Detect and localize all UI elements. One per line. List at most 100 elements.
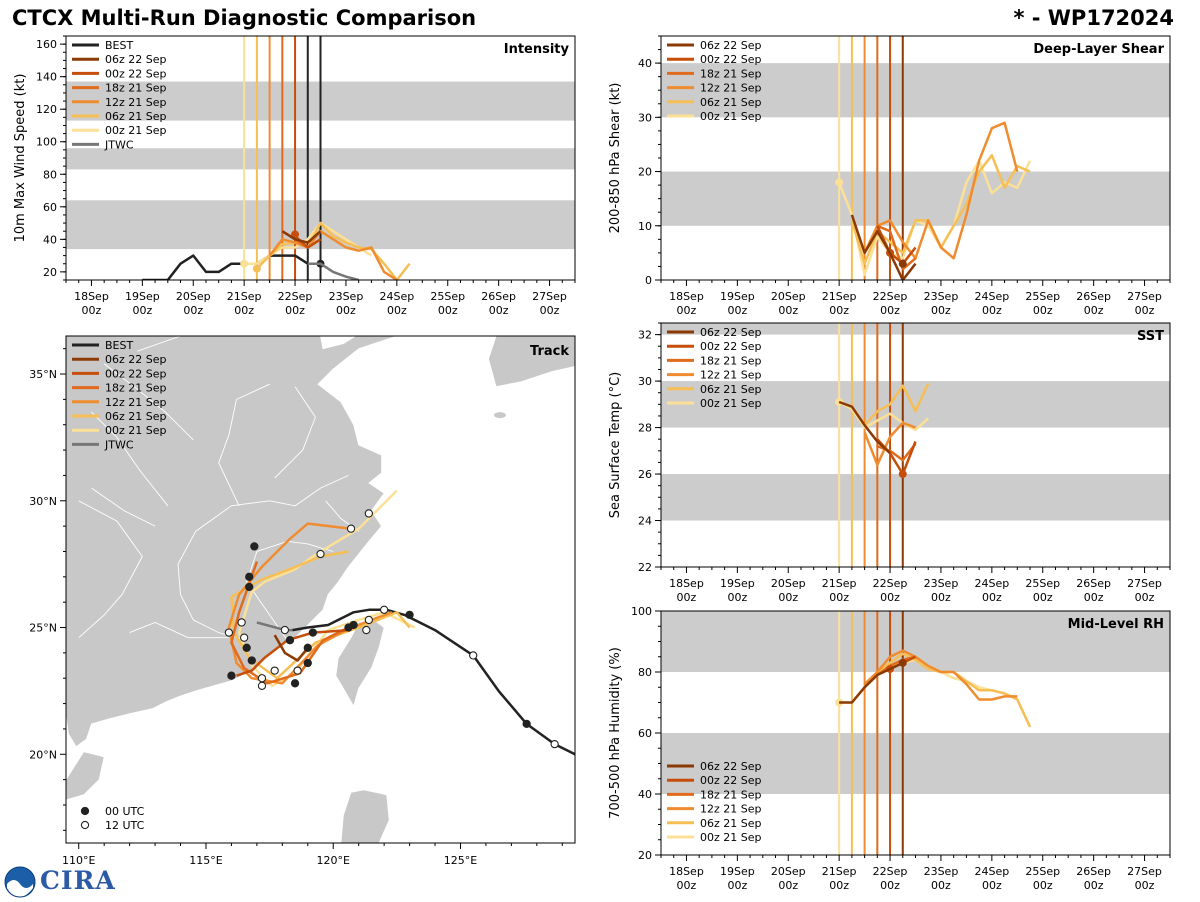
province-border <box>246 540 334 641</box>
x-tick-label-day: 24Sep <box>974 290 1009 303</box>
marker-legend-swatch <box>80 806 90 816</box>
track-point-00utc <box>344 623 353 632</box>
x-tick-label-hour: 00z <box>183 304 203 317</box>
x-tick-label-day: 26Sep <box>1076 577 1111 590</box>
x-tick-label-day: 22Sep <box>873 865 908 878</box>
lat-tick-label: 20°N <box>29 748 57 761</box>
track-point-00utc <box>245 572 254 581</box>
legend-label: 06z 22 Sep <box>700 760 762 773</box>
x-tick-label-hour: 00z <box>1033 591 1053 604</box>
series-line <box>268 229 398 280</box>
x-tick-label-day: 18Sep <box>669 290 704 303</box>
shaded-band <box>661 733 1170 794</box>
track-point-12utc <box>237 618 246 627</box>
track-point-00utc <box>245 582 254 592</box>
x-tick-label-day: 20Sep <box>771 290 806 303</box>
track-point-12utc <box>257 674 267 683</box>
lon-tick-label: 115°E <box>189 854 222 867</box>
shaded-band <box>661 171 1170 226</box>
track-point-12utc <box>239 633 249 642</box>
y-axis-label: Sea Surface Temp (°C) <box>608 372 623 519</box>
track-point-12utc <box>257 681 267 690</box>
legend-label: 00z 21 Sep <box>700 110 762 123</box>
province-border <box>91 411 169 507</box>
legend-label: JTWC <box>104 138 134 151</box>
y-tick-label: 120 <box>36 103 57 116</box>
legend-label: 00z 21 Sep <box>105 124 167 137</box>
x-tick-label-day: 27Sep <box>1127 290 1162 303</box>
x-tick-label-hour: 00z <box>1135 879 1155 892</box>
x-tick-label-hour: 00z <box>489 304 509 317</box>
series-line <box>307 262 360 280</box>
legend-label: 00z 21 Sep <box>700 831 762 844</box>
x-tick-label-hour: 00z <box>677 879 697 892</box>
y-tick-label: 80 <box>638 666 652 679</box>
x-tick-label-day: 21Sep <box>227 290 262 303</box>
x-tick-label-hour: 00z <box>727 304 747 317</box>
x-tick-label-hour: 00z <box>931 304 951 317</box>
main-title: CTCX Multi-Run Diagnostic Comparison <box>12 6 477 30</box>
legend-label: 12z 21 Sep <box>105 96 167 109</box>
track-point-00utc <box>303 643 312 652</box>
legend-label: 06z 22 Sep <box>105 53 167 66</box>
sst-panel: 18Sep00z19Sep00z20Sep00z21Sep00z22Sep00z… <box>608 322 1171 604</box>
track-point-00utc <box>290 679 300 688</box>
legend-label: 18z 21 Sep <box>105 82 167 95</box>
shaded-band <box>661 63 1170 118</box>
y-tick-label: 140 <box>36 71 57 84</box>
legend-label: 00z 21 Sep <box>105 424 167 437</box>
x-tick-label-day: 27Sep <box>532 290 567 303</box>
legend-label: 06z 22 Sep <box>105 353 167 366</box>
track-point-12utc <box>379 605 389 614</box>
x-tick-label-hour: 00z <box>1135 304 1155 317</box>
y-tick-label: 30 <box>638 111 652 124</box>
x-tick-label-day: 25Sep <box>430 290 465 303</box>
cira-logo: CIRA <box>4 866 115 898</box>
x-tick-label-hour: 00z <box>336 304 356 317</box>
y-axis-label: 200-850 hPa Shear (kt) <box>608 83 623 234</box>
legend-label: 00z 22 Sep <box>700 53 762 66</box>
x-tick-label-day: 19Sep <box>720 577 755 590</box>
x-tick-label-hour: 00z <box>880 879 900 892</box>
taiwan-land <box>335 619 385 708</box>
x-tick-label-day: 22Sep <box>278 290 313 303</box>
marker-legend-label: 12 UTC <box>105 819 145 832</box>
series-line <box>281 230 322 244</box>
shaded-band <box>661 474 1170 521</box>
panel-title: Deep-Layer Shear <box>1033 42 1164 57</box>
legend-label: 18z 21 Sep <box>700 788 762 801</box>
x-tick-label-day: 21Sep <box>822 290 857 303</box>
panel-title: Mid-Level RH <box>1068 617 1164 632</box>
series-line <box>876 655 916 677</box>
y-tick-label: 28 <box>638 422 652 435</box>
x-tick-label-day: 18Sep <box>669 577 704 590</box>
province-border <box>274 386 316 479</box>
x-tick-label-day: 26Sep <box>1076 290 1111 303</box>
marker-legend-label: 00 UTC <box>105 805 145 818</box>
series-line <box>863 421 916 467</box>
province-border <box>129 622 229 639</box>
y-tick-label: 20 <box>638 166 652 179</box>
storm-id: * - WP172024 <box>1013 6 1174 30</box>
y-tick-label: 24 <box>638 515 652 528</box>
legend-label: 00z 22 Sep <box>105 367 167 380</box>
mainland-land <box>66 336 398 748</box>
x-tick-label-day: 26Sep <box>481 290 516 303</box>
x-tick-label-hour: 00z <box>778 591 798 604</box>
series-marker <box>835 178 844 187</box>
x-tick-label-day: 21Sep <box>822 577 857 590</box>
x-tick-label-day: 19Sep <box>720 290 755 303</box>
track-point-12utc <box>270 666 279 675</box>
series-marker <box>898 658 907 667</box>
x-tick-label-hour: 00z <box>82 304 102 317</box>
series-marker <box>898 470 907 479</box>
x-tick-label-hour: 00z <box>880 591 900 604</box>
panel-title: Track <box>530 344 569 359</box>
y-tick-label: 0 <box>645 274 652 287</box>
x-tick-label-hour: 00z <box>727 591 747 604</box>
legend-label: 00z 22 Sep <box>700 774 762 787</box>
